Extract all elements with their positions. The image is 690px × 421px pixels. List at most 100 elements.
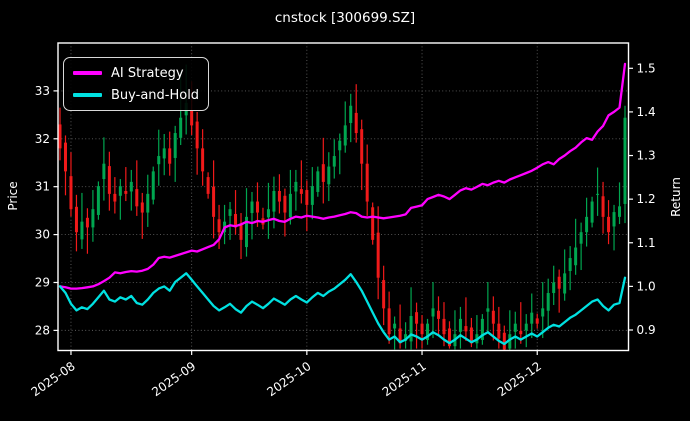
price-tick-label: 32 (35, 132, 50, 146)
candle-body (563, 273, 567, 294)
candle-body (464, 326, 468, 332)
candle-body (245, 216, 249, 248)
candle-body (354, 112, 358, 134)
candle-body (118, 186, 122, 196)
return-tick-label: 1.1 (637, 236, 656, 250)
plot-border (57, 42, 630, 352)
candle-body (398, 328, 402, 344)
candle-body (277, 191, 281, 202)
candle-body (69, 176, 73, 210)
y-axis-label-price: Price (6, 181, 20, 211)
candle-body (371, 207, 375, 240)
candle-body (491, 310, 495, 324)
candle-body (530, 312, 534, 324)
candle-body (420, 323, 424, 335)
candle-body (250, 201, 254, 214)
candle-body (552, 282, 556, 294)
ai-strategy-line-swatch (73, 71, 102, 75)
candle-body (58, 124, 62, 149)
chart-legend: AI Strategy Buy-and-Hold (63, 57, 209, 111)
candle-body (327, 166, 331, 185)
candle-body (524, 323, 528, 331)
legend-item-buy-and-hold: Buy-and-Hold (73, 87, 199, 103)
chart-title: cnstock [300699.SZ] (274, 10, 416, 26)
candle-body (157, 156, 161, 165)
candle-body (255, 201, 259, 213)
candle-body (124, 191, 128, 194)
candle-body (486, 308, 490, 312)
candle-body (436, 310, 440, 319)
candle-body (332, 156, 336, 167)
candle-body (601, 196, 605, 217)
candle-body (447, 328, 451, 347)
axis-ticks (53, 67, 633, 355)
candle-body (596, 193, 600, 195)
candle-body (217, 219, 221, 233)
date-tick-label: 2025-10 (264, 359, 313, 399)
date-tick-label: 2025-11 (380, 359, 429, 399)
price-tick-label: 29 (35, 275, 50, 289)
candle-body (239, 225, 243, 240)
candle-body (113, 193, 117, 202)
candle-body (535, 318, 539, 324)
candle-body (497, 323, 501, 339)
return-tick-label: 0.9 (637, 323, 656, 337)
candle-body (568, 258, 572, 271)
candle-body (299, 189, 303, 194)
candle-body (431, 308, 435, 317)
candle-body (288, 193, 292, 218)
price-tick-label: 31 (35, 180, 50, 194)
candle-body (91, 209, 95, 228)
date-tick-label: 2025-09 (149, 359, 198, 399)
candle-body (480, 318, 484, 340)
candle-body (146, 193, 150, 213)
candle-body (310, 186, 314, 205)
legend-label-ai-strategy: AI Strategy (111, 65, 184, 81)
return-tick-label: 1.0 (637, 279, 656, 293)
candle-body (404, 334, 408, 341)
candle-body (294, 181, 298, 192)
candle-body (201, 148, 205, 172)
candle-body (272, 191, 276, 212)
candle-body (343, 125, 347, 146)
candle-body (305, 190, 309, 205)
candle-body (85, 217, 89, 228)
candle-body (162, 148, 166, 159)
ai-strategy-line (58, 62, 627, 290)
candle-body (365, 163, 369, 202)
date-tick-label: 2025-12 (495, 359, 544, 399)
candle-body (607, 216, 611, 233)
return-tick-label: 1.3 (637, 149, 656, 163)
candle-body (316, 171, 320, 192)
axis-tick-labels: 28 29 30 31 32 33 0.9 1.0 1.1 1.2 1.3 1.4 1.5 2025-08… (29, 61, 656, 399)
candle-body (234, 213, 238, 228)
candle-body (80, 221, 84, 240)
y-axis-label-return: Return (669, 177, 683, 217)
candle-body (179, 117, 183, 138)
candle-body (513, 323, 517, 332)
legend-item-ai-strategy: AI Strategy (73, 65, 198, 81)
candle-body (585, 216, 589, 233)
candle-body (107, 166, 111, 194)
candle-body (502, 332, 506, 350)
return-tick-label: 1.5 (637, 61, 656, 75)
candle-body (469, 327, 473, 344)
candle-body (63, 142, 67, 172)
candle-body (74, 206, 78, 233)
candle-body (140, 202, 144, 213)
buy-and-hold-line-swatch (73, 93, 102, 97)
candle-body (623, 117, 627, 204)
price-tick-label: 28 (35, 323, 50, 337)
candle-body (387, 308, 391, 335)
candle-body (579, 232, 583, 244)
candlesticks (58, 64, 627, 351)
candle-body (173, 133, 177, 158)
candle-body (442, 318, 446, 335)
candle-body (360, 129, 364, 164)
price-tick-label: 30 (35, 228, 50, 242)
candle-body (228, 209, 232, 216)
candle-body (519, 330, 523, 335)
candle-body (574, 247, 578, 266)
candle-body (266, 209, 270, 218)
